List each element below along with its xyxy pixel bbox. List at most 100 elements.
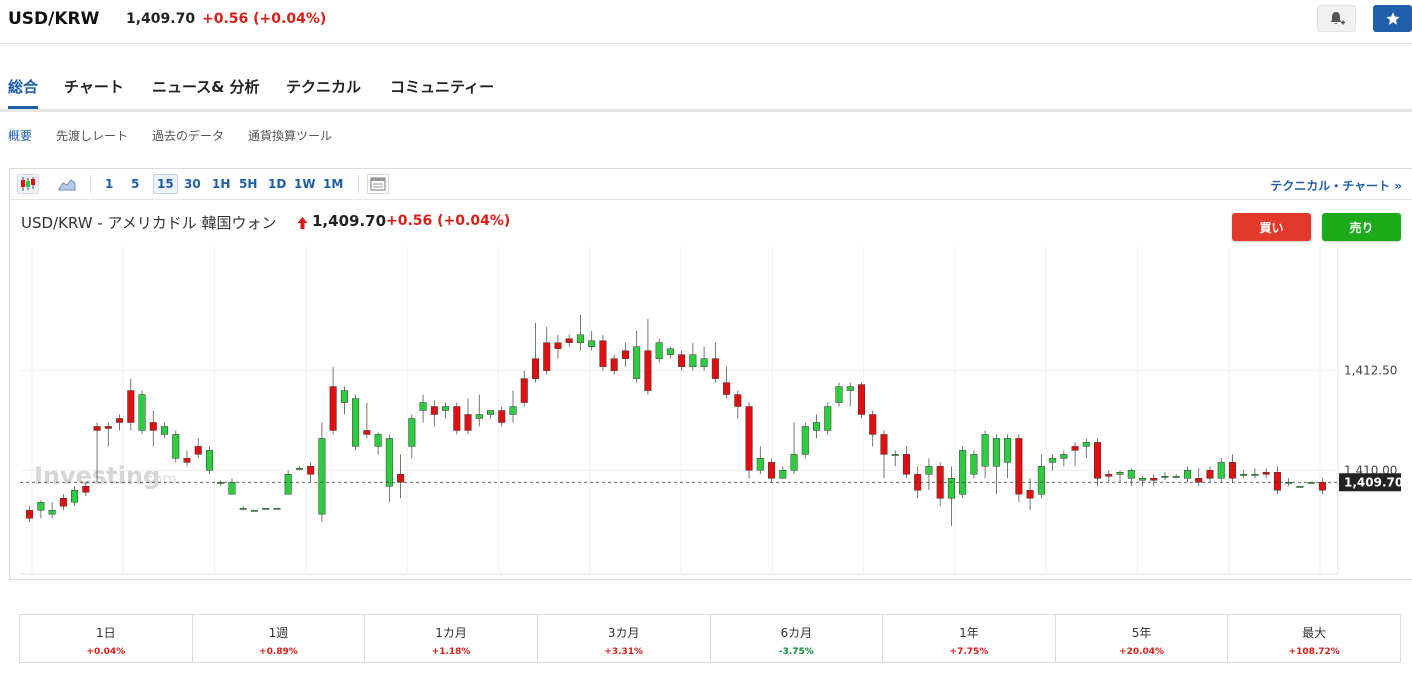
buy-button[interactable]: 買い: [1232, 213, 1311, 241]
candle-body: [498, 410, 506, 423]
candle-body: [183, 458, 191, 463]
toolbar-divider: [90, 175, 91, 193]
perf-1d[interactable]: 1日 +0.04%: [20, 615, 193, 662]
candle-body: [959, 450, 967, 495]
candle-body: [374, 434, 382, 447]
subtab-currency-converter[interactable]: 通貨換算ツール: [248, 129, 333, 143]
candlestick-chart: :452:004:006:0010:0012:0014:0016:0018:00…: [20, 247, 1403, 575]
candle-body: [26, 509, 34, 519]
timeframe-1m[interactable]: 1: [105, 177, 114, 191]
candle-body: [397, 474, 405, 483]
perf-6m[interactable]: 6カ月 -3.75%: [711, 615, 884, 662]
candle-body: [745, 406, 753, 471]
candle-body: [689, 354, 697, 367]
perf-3m[interactable]: 3カ月 +3.31%: [538, 615, 711, 662]
table-view-button[interactable]: [367, 174, 389, 194]
tab-chart[interactable]: チャート: [64, 78, 124, 96]
perf-5y[interactable]: 5年 +20.04%: [1056, 615, 1229, 662]
timeframe-30m[interactable]: 30: [184, 177, 201, 191]
subtab-summary[interactable]: 概要: [8, 129, 33, 143]
sell-button[interactable]: 売り: [1322, 213, 1401, 241]
timeframe-1mo[interactable]: 1M: [323, 177, 344, 191]
tab-community[interactable]: コミュニティー: [390, 78, 495, 96]
pair-name: USD/KRW: [8, 9, 100, 29]
candle-body: [385, 438, 393, 487]
candle-body: [1150, 478, 1158, 481]
candle-body: [93, 426, 101, 431]
candle-body: [835, 386, 843, 403]
candle-body: [487, 410, 495, 415]
candle-body: [813, 422, 821, 431]
tab-technical[interactable]: テクニカル: [286, 78, 362, 96]
add-alert-button[interactable]: [1317, 5, 1356, 32]
candle-body: [599, 340, 607, 367]
candle-body: [307, 466, 315, 475]
instrument-header: USD/KRW 1,409.70 +0.56 (+0.04%): [0, 0, 1412, 44]
candle-body: [71, 490, 79, 503]
header-change: +0.56 (+0.04%): [202, 11, 327, 27]
candle-body: [340, 390, 348, 403]
timeframe-1h[interactable]: 1H: [212, 177, 231, 191]
candle-body: [1240, 474, 1248, 476]
candle-body: [655, 342, 663, 359]
star-icon: [1385, 11, 1400, 25]
candle-body: [633, 346, 641, 379]
timeframe-1w[interactable]: 1W: [294, 177, 316, 191]
watermark-suffix: .com: [140, 470, 177, 488]
candle-body: [59, 497, 67, 507]
candle-body: [408, 418, 416, 447]
candle-body: [1060, 454, 1068, 459]
candle-body: [228, 482, 236, 495]
candle-body: [1127, 470, 1135, 479]
candle-body: [1116, 472, 1124, 475]
subtab-historical-data[interactable]: 過去のデータ: [152, 129, 225, 143]
candle-body: [981, 434, 989, 467]
perf-max[interactable]: 最大 +108.72%: [1288, 626, 1340, 657]
timeframe-5m[interactable]: 5: [131, 177, 140, 191]
candle-body: [509, 406, 517, 415]
subtab-forward-rates[interactable]: 先渡しレート: [56, 129, 129, 143]
candle-body: [430, 406, 438, 415]
last-price-label: 1,409.70: [1344, 475, 1403, 489]
timeframe-15m[interactable]: 15: [153, 174, 178, 194]
candle-body: [880, 434, 888, 455]
candle-body: [857, 384, 865, 415]
area-type-button[interactable]: [56, 174, 78, 194]
candle-body: [666, 348, 674, 355]
candle-body: [419, 402, 427, 411]
candle-body: [37, 501, 45, 511]
tab-overview[interactable]: 総合: [8, 76, 39, 109]
candle-body: [846, 386, 854, 391]
timeframe-1d[interactable]: 1D: [268, 177, 287, 191]
candlestick-type-button[interactable]: [17, 174, 39, 194]
candle-body: [678, 354, 686, 367]
candle-body: [1318, 482, 1326, 491]
candle-body: [790, 454, 798, 471]
candle-body: [239, 507, 247, 510]
candle-body: [1262, 472, 1270, 475]
candle-body: [48, 509, 56, 515]
candle-body: [295, 468, 303, 470]
candle-body: [1094, 442, 1102, 479]
candle-body: [700, 358, 708, 367]
candle-body: [1049, 458, 1057, 463]
candle-body: [711, 358, 719, 379]
bell-plus-icon: [1330, 11, 1345, 24]
candle-body: [273, 507, 281, 510]
tab-news-analysis[interactable]: ニュース& 分析: [152, 78, 260, 96]
candle-body: [442, 406, 450, 411]
technical-chart-link[interactable]: テクニカル・チャート »: [1270, 179, 1402, 193]
chart-change: +0.56 (+0.04%): [386, 213, 511, 229]
candle-body: [1273, 472, 1281, 491]
candle-body: [520, 378, 528, 403]
perf-1m[interactable]: 1カ月 +1.18%: [365, 615, 538, 662]
candle-body: [902, 454, 910, 475]
perf-1w[interactable]: 1週 +0.89%: [193, 615, 366, 662]
candle-body: [138, 394, 146, 431]
candle-body: [925, 466, 933, 475]
watchlist-button[interactable]: [1373, 5, 1412, 32]
table-icon: [370, 177, 386, 191]
perf-1y[interactable]: 1年 +7.75%: [883, 615, 1056, 662]
timeframe-5h[interactable]: 5H: [239, 177, 258, 191]
candle-body: [947, 478, 955, 499]
